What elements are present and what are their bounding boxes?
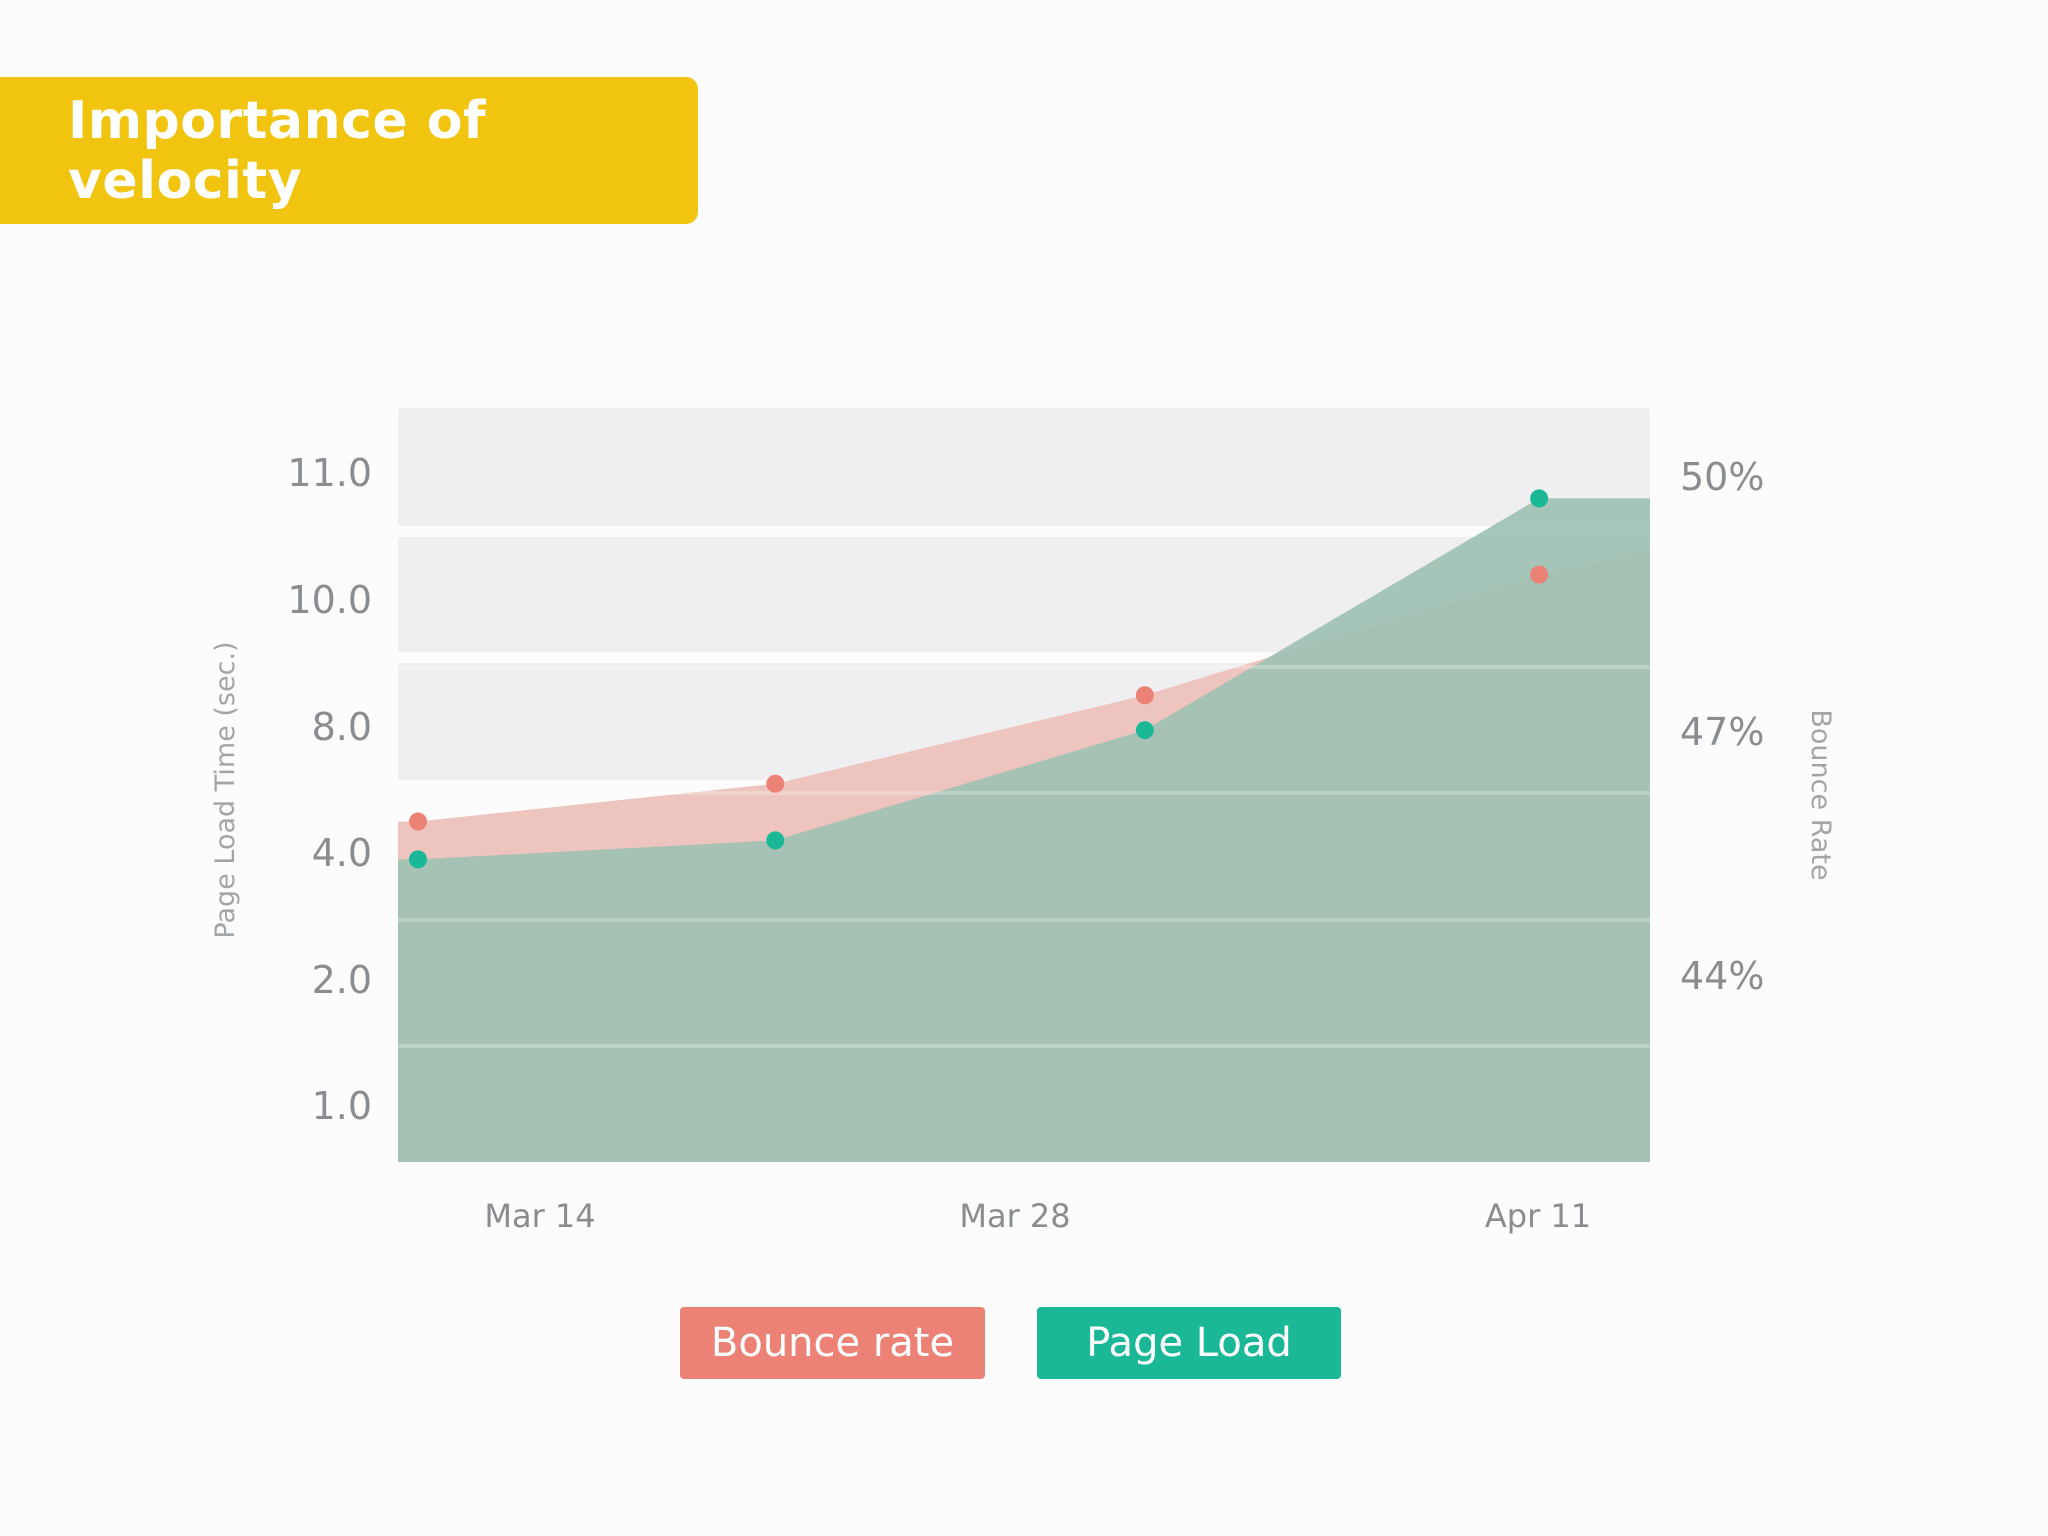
page-title: Importance of velocity xyxy=(68,90,487,211)
y-left-tick-label: 1.0 xyxy=(312,1084,372,1128)
x-tick-label: Mar 28 xyxy=(959,1197,1070,1235)
y-right-tick-label: 44% xyxy=(1680,954,1764,998)
y-right-tick-label: 50% xyxy=(1680,455,1764,499)
bounce-rate-point xyxy=(1135,686,1154,705)
y-right-axis-title: Bounce Rate xyxy=(1805,709,1836,880)
page-load-area xyxy=(398,498,1650,1162)
x-tick-label: Mar 14 xyxy=(484,1197,595,1235)
x-tick-label: Apr 11 xyxy=(1485,1197,1591,1235)
y-left-tick-label: 4.0 xyxy=(312,831,372,875)
bounce-rate-point xyxy=(409,812,427,831)
page-load-point xyxy=(766,831,785,850)
y-left-tick-label: 2.0 xyxy=(312,958,372,1002)
legend-page-load[interactable]: Page Load xyxy=(1037,1307,1341,1379)
page-load-point xyxy=(1135,721,1154,740)
y-left-axis-title: Page Load Time (sec.) xyxy=(210,641,241,938)
page-load-point xyxy=(409,850,427,869)
y-left-tick-label: 10.0 xyxy=(287,578,372,622)
page-load-point xyxy=(1530,489,1549,508)
y-left-tick-label: 8.0 xyxy=(312,705,372,749)
bounce-rate-point xyxy=(1530,565,1549,584)
background-band xyxy=(398,408,1650,526)
bounce-rate-point xyxy=(766,774,785,793)
y-right-tick-label: 47% xyxy=(1680,710,1764,754)
title-banner: Importance of velocity xyxy=(0,77,698,224)
legend-bounce-rate[interactable]: Bounce rate xyxy=(680,1307,985,1379)
y-left-tick-label: 11.0 xyxy=(287,451,372,495)
